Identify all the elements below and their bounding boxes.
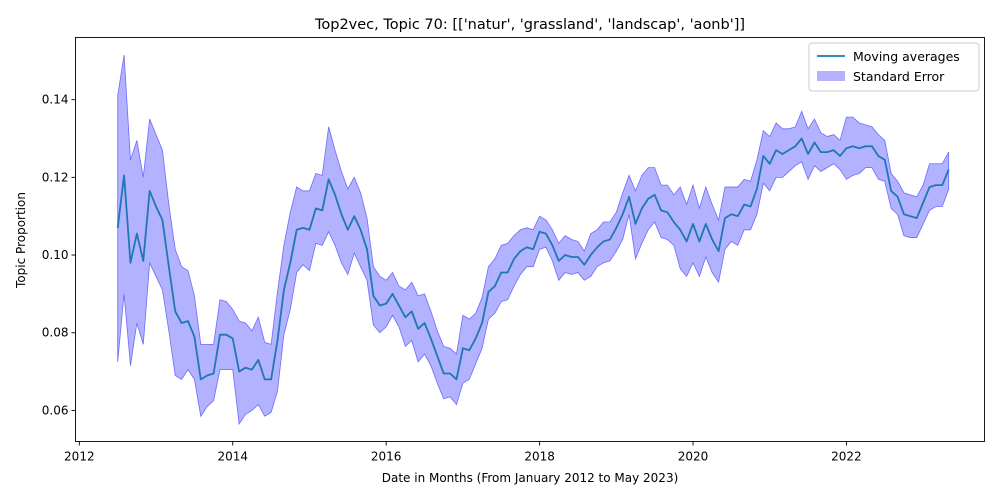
standard-error-band (117, 54, 950, 426)
x-tick-label-2016: 2016 (371, 450, 402, 464)
plot-area (116, 54, 950, 426)
y-axis-label: Topic Proportion (14, 192, 28, 289)
y-tick-label-0.10: 0.10 (42, 248, 69, 262)
x-tick-label-2018: 2018 (524, 450, 555, 464)
legend-band-swatch (817, 71, 845, 81)
legend-label-moving-averages: Moving averages (853, 49, 960, 64)
y-axis: 0.06 0.08 0.10 0.12 0.14 (42, 93, 76, 417)
x-axis: 2012 2014 2016 2018 2020 2022 (64, 441, 862, 464)
x-tick-label-2020: 2020 (678, 450, 709, 464)
y-tick-label-0.12: 0.12 (42, 170, 69, 184)
y-tick-label-0.14: 0.14 (42, 93, 69, 107)
chart-title: Top2vec, Topic 70: [['natur', 'grassland… (314, 17, 745, 33)
x-tick-label-2014: 2014 (217, 450, 248, 464)
moving-average-line (116, 137, 950, 381)
legend-box (808, 42, 980, 92)
y-tick-label-0.08: 0.08 (42, 326, 69, 340)
plot-frame (75, 37, 985, 442)
legend: Moving averages Standard Error (808, 42, 980, 92)
x-tick-label-2022: 2022 (831, 450, 862, 464)
x-axis-label: Date in Months (From January 2012 to May… (382, 471, 679, 485)
y-tick-label-0.06: 0.06 (42, 403, 69, 417)
x-tick-label-2012: 2012 (64, 450, 95, 464)
legend-label-standard-error: Standard Error (853, 69, 945, 84)
